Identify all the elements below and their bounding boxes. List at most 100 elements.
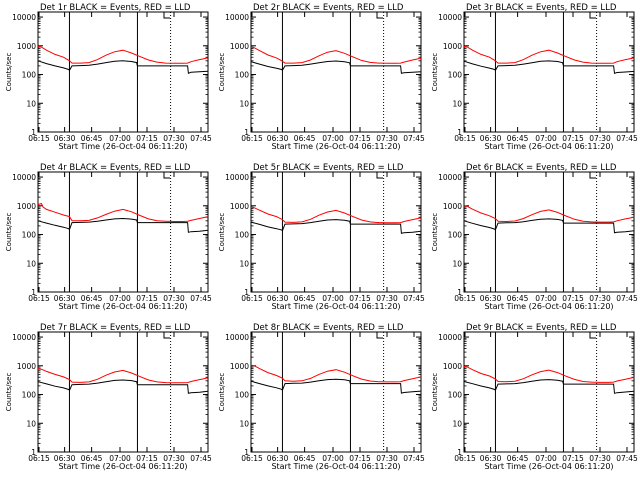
y-tick-label: 100 <box>235 391 250 400</box>
chart-panel-6: Det 6r BLACK = Events, RED = LLD 1 10 100 10… <box>431 163 638 311</box>
x-tick-label: 07:45 <box>190 294 212 303</box>
x-tick-label: 07:30 <box>589 294 611 303</box>
x-tick-label: 06:30 <box>54 294 76 303</box>
chart-panel-7: Det 7r BLACK = Events, RED = LLD 1 10 100 10… <box>5 323 212 471</box>
series-line-events <box>250 60 422 74</box>
x-tick-label: 07:15 <box>136 294 158 303</box>
chart-panel-1: Det 1r BLACK = Events, RED = LLD 1 10 100 10… <box>5 3 212 151</box>
series-line-events <box>37 217 209 233</box>
y-axis-label: Counts/sec <box>218 213 226 252</box>
plot-frame <box>37 331 209 453</box>
x-tick-label: 07:00 <box>109 134 131 143</box>
plot-frame <box>463 171 635 293</box>
chart-panel-5: Det 5r BLACK = Events, RED = LLD 1 10 100 10… <box>218 163 425 311</box>
x-tick-label: 07:30 <box>163 134 185 143</box>
chart-panel-2: Det 2r BLACK = Events, RED = LLD 1 10 100 10… <box>218 3 425 151</box>
y-tick-label: 1 <box>244 128 249 137</box>
y-tick-label: 1 <box>457 288 462 297</box>
series-line-events <box>250 219 422 234</box>
x-tick-label: 07:00 <box>535 454 557 463</box>
x-tick-label: 06:45 <box>294 294 316 303</box>
y-tick-label: 10000 <box>438 13 462 22</box>
y-tick-label: 10000 <box>438 333 462 342</box>
y-tick-label: 1000 <box>230 42 249 51</box>
x-tick-label: 07:45 <box>403 454 425 463</box>
x-tick-label: 06:15 <box>241 134 263 143</box>
y-tick-label: 1 <box>244 288 249 297</box>
x-tick-label: 06:30 <box>480 454 502 463</box>
x-tick-label: 06:30 <box>267 294 289 303</box>
x-tick-label: 07:30 <box>376 294 398 303</box>
x-tick-label: 07:15 <box>349 454 371 463</box>
plot-frame <box>250 11 422 133</box>
x-tick-label: 07:45 <box>403 294 425 303</box>
x-tick-label: 06:45 <box>81 134 103 143</box>
y-tick-label: 1000 <box>17 42 36 51</box>
x-tick-label: 07:45 <box>616 454 638 463</box>
y-tick-label: 100 <box>22 71 37 80</box>
series-line-lld <box>250 46 422 64</box>
y-tick-label: 10 <box>452 419 462 428</box>
y-tick-label: 1000 <box>17 202 36 211</box>
x-tick-label: 06:15 <box>454 454 476 463</box>
y-tick-label: 1 <box>244 448 249 457</box>
y-tick-label: 10000 <box>12 173 36 182</box>
x-tick-label: 06:45 <box>507 134 529 143</box>
marker-glyph <box>163 332 170 339</box>
x-tick-label: 07:15 <box>562 134 584 143</box>
y-tick-label: 1 <box>31 448 36 457</box>
chart-title: Det 2r BLACK = Events, RED = LLD <box>253 3 404 13</box>
y-tick-label: 100 <box>448 391 463 400</box>
x-axis-label: Start Time (26-Oct-04 06:11:20) <box>58 302 187 311</box>
x-tick-label: 07:30 <box>163 294 185 303</box>
chart-title: Det 6r BLACK = Events, RED = LLD <box>466 163 617 173</box>
x-tick-label: 07:45 <box>190 134 212 143</box>
y-axis-label: Counts/sec <box>431 53 439 92</box>
x-axis-label: Start Time (26-Oct-04 06:11:20) <box>271 462 400 471</box>
x-tick-label: 07:15 <box>349 294 371 303</box>
plot-frame <box>463 11 635 133</box>
y-tick-label: 100 <box>448 71 463 80</box>
y-tick-label: 1 <box>457 128 462 137</box>
x-tick-label: 07:45 <box>403 134 425 143</box>
x-tick-label: 07:15 <box>349 134 371 143</box>
y-tick-label: 10 <box>239 99 249 108</box>
x-tick-label: 07:45 <box>616 134 638 143</box>
x-tick-label: 07:15 <box>562 454 584 463</box>
x-tick-label: 06:30 <box>54 454 76 463</box>
marker-glyph <box>376 332 383 339</box>
chart-panel-9: Det 9r BLACK = Events, RED = LLD 1 10 100 10… <box>431 323 638 471</box>
x-tick-label: 07:00 <box>109 454 131 463</box>
x-tick-label: 06:45 <box>81 454 103 463</box>
y-tick-label: 1000 <box>17 362 36 371</box>
y-tick-label: 10000 <box>225 333 249 342</box>
y-tick-label: 10000 <box>12 333 36 342</box>
x-tick-label: 07:00 <box>322 454 344 463</box>
x-tick-label: 07:15 <box>136 134 158 143</box>
marker-glyph <box>589 172 596 179</box>
marker-glyph <box>589 332 596 339</box>
x-tick-label: 07:00 <box>322 134 344 143</box>
x-tick-label: 06:15 <box>28 454 50 463</box>
chart-panel-8: Det 8r BLACK = Events, RED = LLD 1 10 100 10… <box>218 323 425 471</box>
y-axis-label: Counts/sec <box>5 373 13 412</box>
y-tick-label: 1000 <box>230 202 249 211</box>
y-tick-label: 1000 <box>230 362 249 371</box>
x-tick-label: 07:45 <box>190 454 212 463</box>
y-tick-label: 10 <box>26 259 36 268</box>
x-axis-label: Start Time (26-Oct-04 06:11:20) <box>58 142 187 151</box>
plot-frame <box>250 331 422 453</box>
y-axis-label: Counts/sec <box>218 53 226 92</box>
y-tick-label: 100 <box>22 391 37 400</box>
y-tick-label: 1000 <box>443 42 462 51</box>
x-tick-label: 07:00 <box>109 294 131 303</box>
series-line-events <box>250 378 422 394</box>
series-line-lld <box>463 45 635 64</box>
plot-frame <box>250 171 422 293</box>
x-tick-label: 06:15 <box>454 134 476 143</box>
x-tick-label: 06:15 <box>241 294 263 303</box>
x-tick-label: 07:30 <box>376 134 398 143</box>
y-tick-label: 100 <box>235 71 250 80</box>
series-line-lld <box>250 206 422 224</box>
